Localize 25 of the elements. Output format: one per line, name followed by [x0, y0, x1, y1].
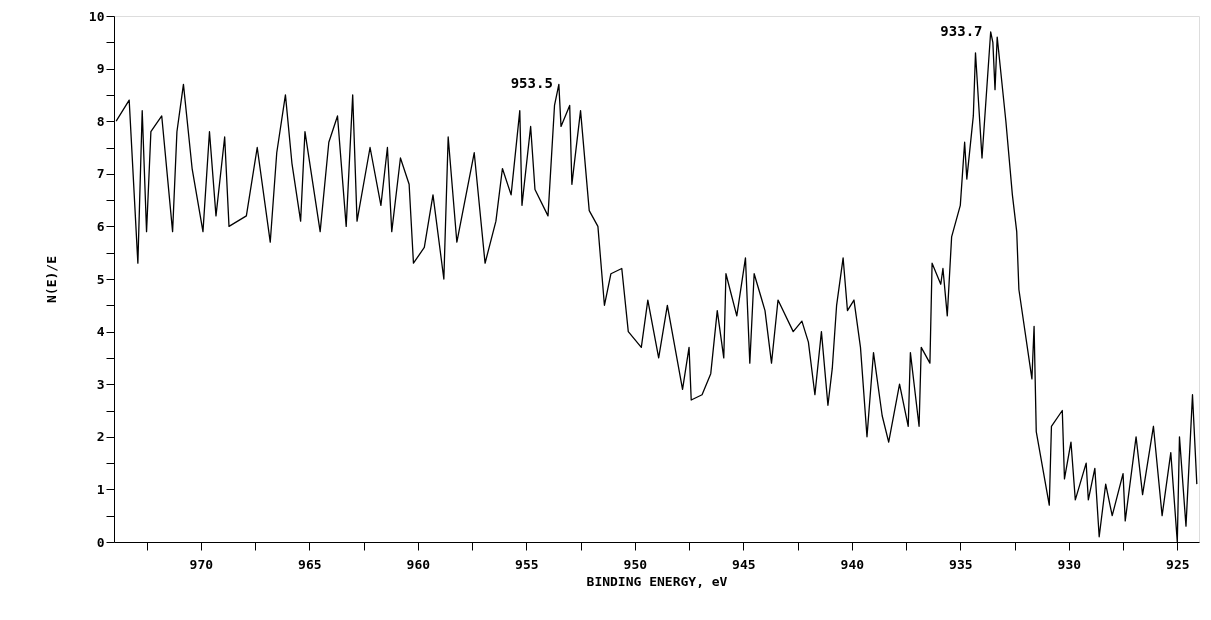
annotation: 953.5 — [510, 75, 553, 92]
y-axis-title: N(E)/E — [43, 256, 59, 303]
x-tick-label: 970 — [189, 556, 214, 572]
y-tick-label: 5 — [96, 271, 105, 287]
x-tick-label: 940 — [840, 556, 865, 572]
y-tick-label: 7 — [96, 166, 105, 182]
x-tick-label: 925 — [1166, 556, 1190, 572]
y-tick-label: 6 — [96, 218, 105, 234]
y-tick-label: 9 — [96, 61, 105, 77]
x-tick-label: 945 — [732, 556, 756, 572]
x-tick-label: 955 — [515, 556, 539, 572]
y-tick-label: 2 — [96, 429, 105, 445]
annotation: 933.7 — [940, 22, 983, 39]
x-tick-label: 930 — [1057, 556, 1082, 572]
x-axis-title: BINDING ENERGY, eV — [586, 573, 728, 589]
y-tick-label: 4 — [96, 324, 105, 340]
x-tick-label: 935 — [949, 556, 973, 572]
y-tick-label: 10 — [88, 8, 105, 24]
y-tick-label: 1 — [96, 481, 105, 497]
x-tick-label: 965 — [298, 556, 322, 572]
y-tick-label: 3 — [96, 376, 105, 392]
x-tick-label: 960 — [406, 556, 431, 572]
x-tick-label: 950 — [623, 556, 648, 572]
y-tick-label: 8 — [96, 113, 105, 129]
y-tick-label: 0 — [96, 534, 105, 550]
